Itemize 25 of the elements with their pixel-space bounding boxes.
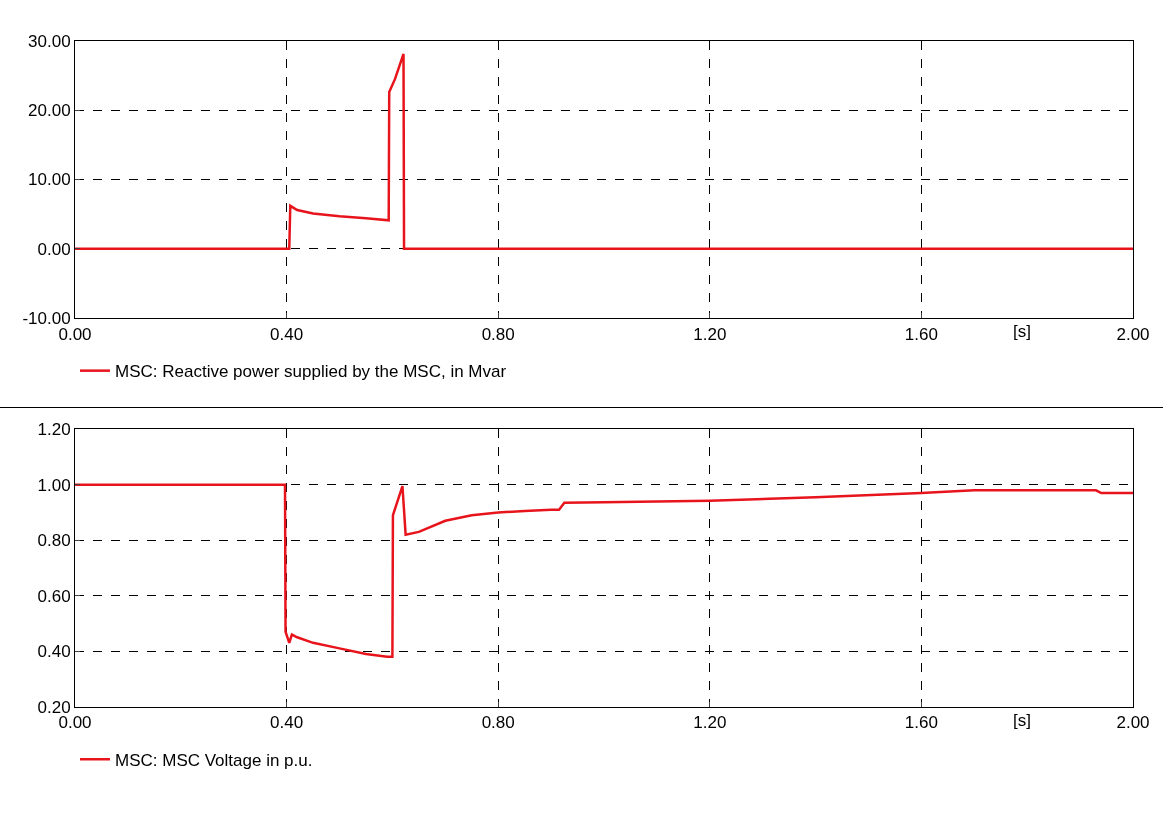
y-tick-label: 10.00 (28, 170, 71, 190)
y-tick-label: 0.80 (37, 531, 71, 551)
x-tick-label: 1.20 (693, 713, 727, 733)
x-axis-title: [s] (1013, 322, 1031, 341)
x-tick-label: 0.40 (270, 713, 304, 733)
x-tick-label: 1.20 (693, 324, 727, 344)
x-tick-label: 2.00 (1116, 713, 1150, 733)
x-tick-label: 0.40 (270, 324, 304, 344)
y-tick-label: 1.20 (37, 420, 71, 440)
x-tick-label: 2.00 (1116, 324, 1150, 344)
y-tick-label: 0.00 (37, 239, 71, 259)
y-tick-label: 20.00 (28, 101, 71, 121)
x-tick-label: 1.60 (904, 713, 938, 733)
line-series (75, 52, 1133, 251)
x-axis-title: [s] (1013, 711, 1031, 730)
x-tick-label: 0.80 (481, 324, 515, 344)
y-tick-label: 1.00 (37, 475, 71, 495)
y-tick-label: 0.40 (37, 642, 71, 662)
y-tick-label: 30.00 (28, 31, 71, 51)
x-tick-label: 1.60 (904, 324, 938, 344)
legend-label: MSC: MSC Voltage in p.u. (115, 750, 313, 770)
line-series (75, 483, 1133, 658)
legend-label: MSC: Reactive power supplied by the MSC, in Mvar (115, 362, 507, 382)
y-tick-label: 0.60 (37, 586, 71, 606)
x-tick-label: 0.80 (481, 713, 515, 733)
